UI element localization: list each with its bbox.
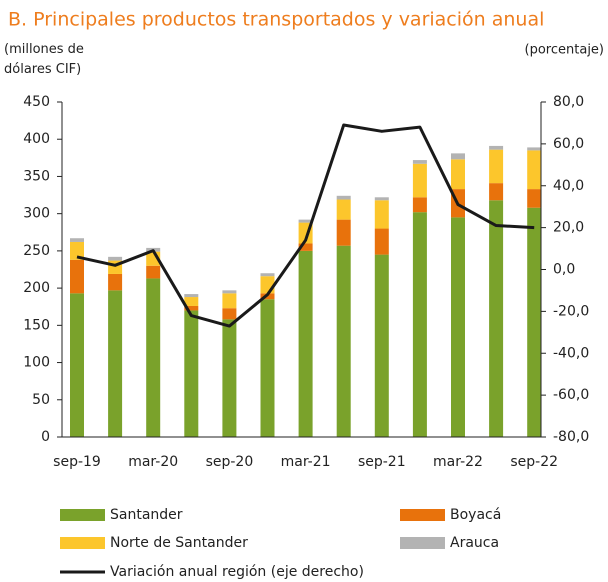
bar-segment — [527, 147, 542, 151]
bar-segment — [222, 290, 237, 294]
bar-segment — [146, 265, 161, 279]
bar-segment — [336, 199, 351, 220]
bar-segment — [336, 245, 351, 437]
y-tick-label: 200 — [23, 280, 50, 296]
y2-tick-label: 60,0 — [553, 136, 584, 152]
y-tick-label: 350 — [23, 168, 50, 184]
bar-segment — [374, 228, 389, 255]
y-tick-label: 250 — [23, 243, 50, 259]
legend-label: Santander — [110, 507, 183, 523]
y2-tick-label: 40,0 — [553, 178, 584, 194]
bar-segment — [374, 200, 389, 229]
x-tick-label: mar-22 — [433, 454, 483, 470]
legend-swatch — [400, 509, 445, 521]
bar-segment — [489, 183, 504, 201]
bar-segment — [184, 297, 199, 306]
bar-segment — [374, 254, 389, 437]
chart-title: B. Principales productos transportados y… — [8, 9, 544, 31]
line-series — [76, 123, 535, 328]
legend-swatch — [400, 537, 445, 549]
x-tick-label: sep-20 — [206, 454, 254, 470]
bar-segment — [489, 145, 504, 150]
y2-tick-label: -60,0 — [553, 387, 589, 403]
bar-segment — [70, 259, 84, 294]
bar-segment — [184, 305, 199, 311]
bar-segment — [298, 243, 313, 251]
bar-segment — [260, 276, 275, 294]
y-axis-label-box: (millones de dólares CIF) — [4, 42, 84, 77]
bar-segment — [260, 273, 275, 277]
y-tick-label: 50 — [32, 392, 50, 408]
bar-segment — [70, 238, 84, 242]
legend-label: Variación anual región (eje derecho) — [110, 564, 364, 580]
bar-segment — [412, 212, 427, 437]
bar-segment — [489, 149, 504, 184]
x-tick-label: sep-19 — [53, 454, 101, 470]
bar-segment — [260, 299, 275, 437]
bar-segment — [527, 189, 542, 208]
bar-segment — [412, 163, 427, 198]
bar-segment — [146, 278, 161, 437]
bar-segment — [184, 294, 199, 298]
bar-segment — [336, 195, 351, 200]
bar-segment — [451, 159, 465, 190]
bar-segment — [184, 310, 199, 437]
bar-segment — [298, 250, 313, 437]
x-tick-label: sep-22 — [510, 454, 558, 470]
bar-segment — [451, 217, 465, 437]
bar-segment — [489, 200, 504, 437]
y-tick-label: 400 — [23, 131, 50, 147]
legend-label: Arauca — [450, 535, 499, 551]
bar-segment — [336, 219, 351, 246]
y2-axis-label: (porcentaje) — [525, 43, 604, 58]
y-tick-label: 300 — [23, 206, 50, 222]
bar-segment — [222, 308, 237, 320]
legend-label: Norte de Santander — [110, 535, 248, 551]
y-axis-label: (millones de dólares CIF) — [4, 42, 84, 77]
y2-tick-label: -40,0 — [553, 345, 589, 361]
bar-segment — [108, 273, 123, 291]
y2-tick-label: 20,0 — [553, 220, 584, 236]
y-tick-label: 150 — [23, 317, 50, 333]
bar-segment — [412, 160, 427, 164]
bar-segment — [222, 319, 237, 437]
x-tick-label: mar-21 — [281, 454, 331, 470]
y2-tick-label: 0,0 — [553, 262, 575, 278]
bar-segment — [108, 290, 123, 437]
bar-segment — [374, 197, 389, 201]
y2-tick-label: -80,0 — [553, 429, 589, 445]
bar-segment — [298, 219, 313, 223]
bar-segment — [527, 207, 542, 437]
bar-segment — [222, 293, 237, 309]
y-tick-label: 450 — [23, 94, 50, 110]
legend-swatch — [60, 537, 105, 549]
bar-segment — [527, 150, 542, 190]
bar-segment — [108, 256, 123, 261]
y-tick-label: 0 — [41, 429, 50, 445]
legend-swatch — [60, 509, 105, 521]
legend-label: Boyacá — [450, 507, 501, 523]
bar-segment — [451, 153, 465, 160]
bar-segment — [412, 197, 427, 213]
y2-tick-label: 80,0 — [553, 94, 584, 110]
y-tick-label: 100 — [23, 355, 50, 371]
x-tick-label: mar-20 — [128, 454, 178, 470]
bar-segment — [70, 241, 84, 260]
x-tick-label: sep-21 — [358, 454, 406, 470]
y2-tick-label: -20,0 — [553, 303, 589, 319]
bar-segment — [70, 293, 84, 437]
